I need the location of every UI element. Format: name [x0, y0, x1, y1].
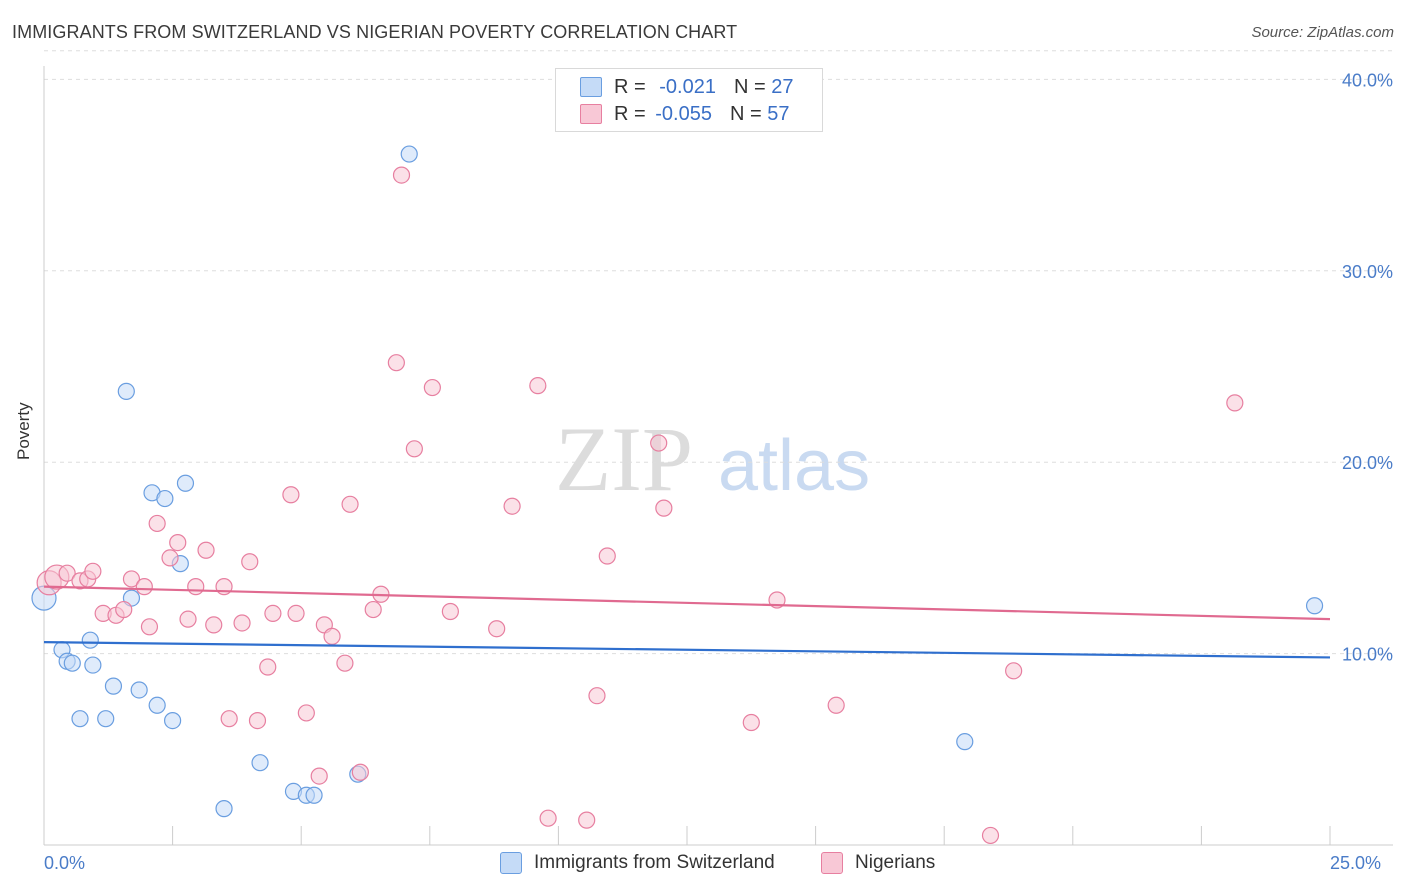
x-tick-label-max: 25.0%	[1330, 853, 1382, 873]
switzerland-trendline	[43, 641, 1331, 659]
switzerland-point	[130, 681, 148, 699]
nigerian-point	[58, 564, 76, 582]
nigerian-point	[387, 354, 405, 372]
watermark-zip: ZIP	[555, 408, 693, 510]
nigerian-point	[981, 826, 1000, 845]
nigerian-point	[488, 620, 506, 638]
nigerian-point	[197, 541, 215, 559]
source-label: Source: ZipAtlas.com	[1251, 24, 1394, 41]
legend-swatch-nigerians	[580, 104, 602, 124]
n-value: 27	[771, 75, 794, 98]
legend-label-switzerland: Immigrants from Switzerland	[534, 852, 775, 873]
switzerland-point	[156, 489, 174, 508]
r-label: R =	[614, 75, 652, 98]
nigerian-point	[248, 711, 267, 730]
chart-title: IMMIGRANTS FROM SWITZERLAND VS NIGERIAN …	[12, 22, 738, 42]
legend-label-nigerians: Nigerians	[855, 852, 936, 873]
nigerian-point	[169, 533, 187, 552]
nigerian-point	[179, 610, 197, 628]
n-label: N =	[733, 75, 772, 98]
nigerian-point	[1005, 662, 1023, 680]
nigerian-point	[539, 809, 557, 827]
legend-item-switzerland[interactable]: Immigrants from Switzerland	[500, 852, 775, 874]
nigerian-point	[140, 618, 159, 636]
switzerland-point	[104, 677, 123, 695]
legend-item-nigerians[interactable]: Nigerians	[821, 852, 935, 874]
switzerland-point	[251, 754, 269, 772]
switzerland-point	[84, 656, 102, 674]
nigerian-point	[282, 486, 300, 504]
nigerian-point	[122, 570, 141, 588]
nigerian-point	[323, 627, 341, 645]
nigerian-trendline	[43, 585, 1331, 621]
y-tick-label: 30.0%	[1342, 262, 1393, 282]
y-tick-label: 10.0%	[1342, 645, 1393, 665]
nigerian-point	[405, 440, 423, 458]
switzerland-point	[117, 382, 135, 400]
watermark-atlas: atlas	[718, 426, 870, 506]
nigerian-point	[655, 499, 673, 517]
nigerian-point	[423, 378, 441, 397]
nigerian-point	[529, 377, 547, 395]
stats-row-nigerians: R = -0.055 N = 57	[580, 102, 790, 126]
switzerland-point	[215, 800, 233, 818]
n-label: N =	[729, 102, 768, 125]
nigerian-point	[1226, 394, 1244, 412]
nigerian-point	[241, 553, 259, 571]
nigerian-point	[341, 495, 359, 513]
n-value: 57	[767, 102, 790, 125]
switzerland-point	[63, 654, 81, 672]
switzerland-point	[81, 631, 99, 649]
x-tick-label-min: 0.0%	[44, 853, 86, 873]
switzerland-point	[305, 786, 323, 804]
nigerian-point	[135, 578, 153, 596]
nigerian-point	[161, 549, 179, 567]
switzerland-point	[97, 710, 115, 728]
nigerian-point	[588, 687, 606, 705]
r-label: R =	[614, 102, 652, 125]
nigerian-point	[578, 811, 596, 829]
nigerian-point	[392, 166, 411, 184]
r-value: -0.021	[659, 75, 716, 98]
nigerian-point	[742, 713, 760, 732]
switzerland-point	[400, 145, 418, 163]
nigerian-point	[336, 654, 354, 672]
legend-swatch-switzerland	[580, 77, 602, 97]
nigerian-point	[233, 614, 251, 632]
nigerian-point	[650, 434, 668, 452]
switzerland-point	[176, 474, 195, 492]
y-tick-label: 20.0%	[1342, 453, 1393, 473]
r-value: -0.055	[655, 102, 712, 125]
switzerland-point	[71, 710, 89, 728]
nigerian-point	[287, 604, 305, 623]
stats-legend: R = -0.021 N = 27 R = -0.055 N = 57	[555, 68, 823, 132]
series-legend: Immigrants from Switzerland Nigerians	[0, 852, 1406, 878]
legend-swatch-nigerians	[821, 852, 843, 874]
nigerian-point	[441, 602, 459, 621]
nigerian-point	[264, 604, 282, 623]
nigerian-point	[148, 514, 166, 533]
nigerian-point	[598, 547, 616, 565]
nigerian-point	[351, 763, 369, 781]
nigerian-point	[297, 704, 315, 722]
switzerland-point	[956, 733, 974, 751]
nigerian-point	[259, 658, 277, 676]
nigerian-point	[364, 600, 382, 619]
nigerian-point	[827, 696, 845, 714]
switzerland-point	[148, 696, 166, 714]
switzerland-point	[164, 711, 182, 730]
nigerian-point	[310, 767, 328, 785]
y-axis-label: Poverty	[14, 402, 33, 460]
switzerland-point	[1305, 597, 1324, 615]
nigerian-point	[115, 600, 133, 619]
nigerian-point	[220, 710, 238, 728]
legend-swatch-switzerland	[500, 852, 522, 874]
nigerian-point	[84, 562, 102, 580]
nigerian-point	[205, 616, 223, 634]
nigerian-point	[503, 497, 521, 515]
stats-row-switzerland: R = -0.021 N = 27	[580, 75, 794, 99]
y-tick-label: 40.0%	[1342, 70, 1393, 90]
nigerian-point	[187, 578, 205, 596]
